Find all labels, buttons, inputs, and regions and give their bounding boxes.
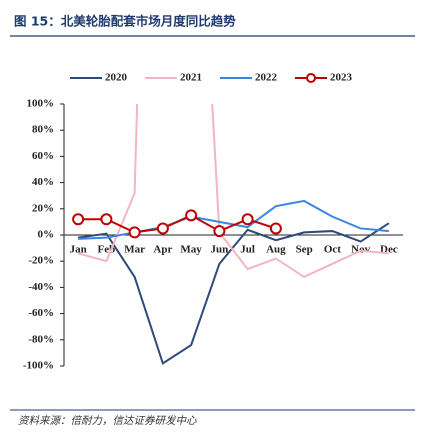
- legend-label: 2020: [105, 72, 128, 84]
- point: [128, 226, 141, 239]
- y-tick-label: -60%: [28, 307, 54, 319]
- series-line: [77, 222, 390, 365]
- y-tick-label: 80%: [32, 124, 54, 136]
- point: [269, 222, 282, 235]
- x-tick-label: Sep: [296, 244, 313, 256]
- y-tick-label: -40%: [28, 281, 54, 293]
- y-tick-label: 20%: [32, 202, 54, 214]
- point: [156, 222, 169, 235]
- x-tick-label: Apr: [153, 244, 172, 256]
- legend-label: 2021: [180, 72, 202, 84]
- y-tick-label: -80%: [28, 333, 54, 345]
- point: [72, 213, 85, 226]
- y-tick-label: 100%: [27, 98, 55, 110]
- source: 资料来源：倍耐力，信达证券研发中心: [18, 415, 197, 427]
- y-tick-label: -20%: [28, 255, 54, 267]
- y-tick-label: 40%: [32, 176, 54, 188]
- y-tick-label: 60%: [32, 150, 54, 162]
- plot-area: [72, 104, 390, 365]
- point: [241, 213, 254, 226]
- chart-title: 图 15：北美轮胎配套市场月度同比趋势: [14, 14, 236, 29]
- legend-label: 2022: [255, 72, 278, 84]
- point: [100, 213, 113, 226]
- x-tick-label: Aug: [266, 244, 286, 256]
- x-tick-label: Jan: [70, 244, 87, 256]
- point: [185, 209, 198, 222]
- legend-marker: [306, 73, 316, 83]
- series-line: [78, 199, 389, 240]
- legend-label: 2023: [330, 72, 353, 84]
- x-tick-label: Jul: [240, 244, 255, 256]
- x-tick-label: May: [180, 244, 202, 256]
- point: [213, 225, 226, 238]
- series-line: [77, 104, 389, 279]
- y-tick-label: 0%: [38, 229, 55, 241]
- y-tick-label: -100%: [23, 360, 54, 372]
- x-tick-label: Jun: [211, 244, 229, 256]
- x-tick-label: Oct: [324, 244, 341, 256]
- x-tick-label: Mar: [124, 244, 145, 256]
